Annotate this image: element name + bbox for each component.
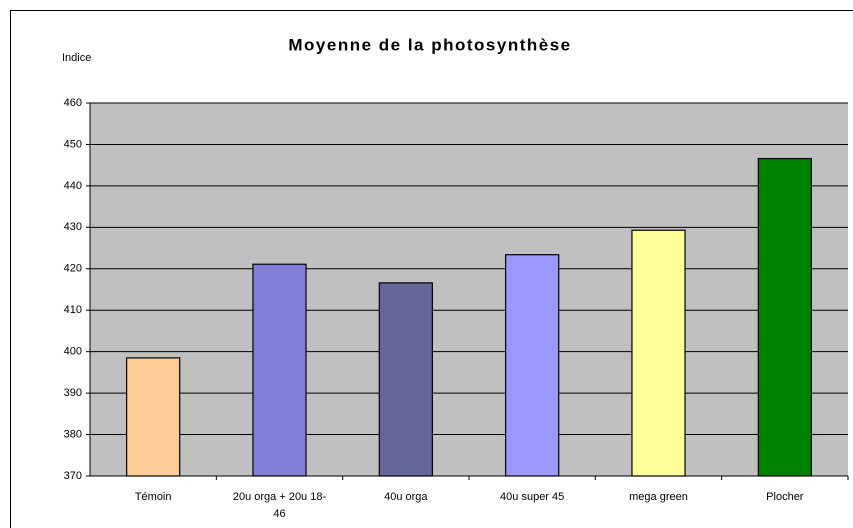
x-tick-label: 40u super 45 bbox=[500, 491, 565, 503]
y-tick-label: 380 bbox=[64, 428, 82, 440]
x-tick-label: Témoin bbox=[134, 491, 172, 503]
x-tick-label: mega green bbox=[629, 491, 688, 503]
y-tick-label: 460 bbox=[64, 97, 82, 109]
x-tick-label: 40u orga bbox=[384, 491, 428, 503]
y-tick-label: 390 bbox=[64, 387, 82, 399]
bar bbox=[631, 229, 686, 477]
plot-area bbox=[90, 103, 848, 476]
bar bbox=[757, 157, 812, 477]
x-tick-label: 20u orga + 20u 18-46 bbox=[232, 491, 327, 520]
y-tick-label: 410 bbox=[64, 304, 82, 316]
bar bbox=[252, 263, 307, 477]
y-tick-label: 450 bbox=[64, 138, 82, 150]
bar bbox=[505, 254, 560, 477]
y-axis-label: Indice bbox=[62, 52, 91, 64]
y-tick-label: 400 bbox=[64, 346, 82, 358]
bar bbox=[126, 357, 181, 477]
y-tick-label: 420 bbox=[64, 263, 82, 275]
x-tick-label: Plocher bbox=[766, 491, 804, 503]
bar bbox=[378, 282, 433, 477]
y-tick-label: 440 bbox=[64, 180, 82, 192]
y-tick-label: 430 bbox=[64, 221, 82, 233]
chart-title: Moyenne de la photosynthèse bbox=[288, 35, 571, 54]
y-tick-label: 370 bbox=[64, 470, 82, 482]
